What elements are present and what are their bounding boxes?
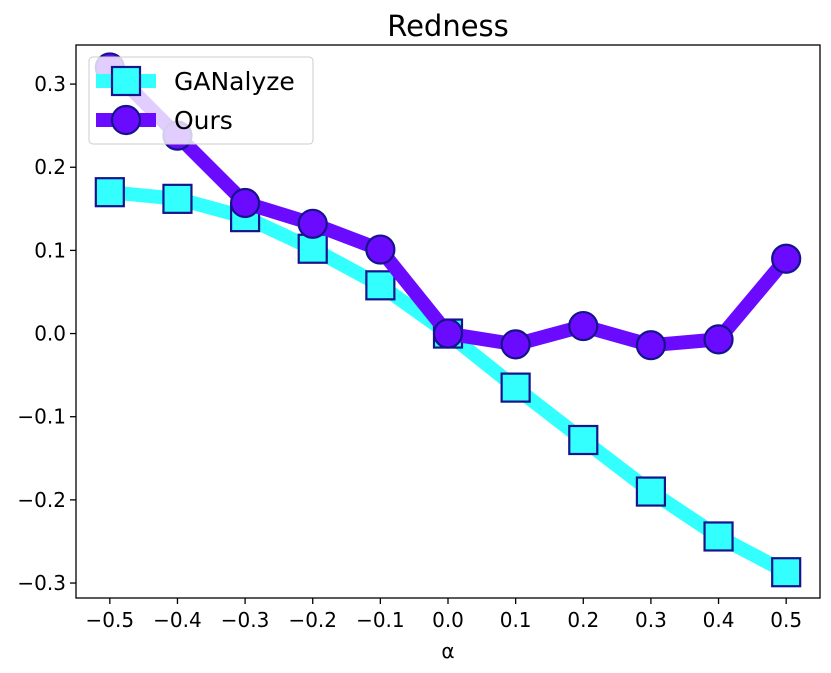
legend-label: Ours	[174, 106, 233, 135]
x-tick-label: −0.1	[356, 608, 405, 632]
data-point	[297, 233, 328, 264]
x-tick-label: 0.3	[635, 608, 667, 632]
data-point	[297, 208, 328, 239]
legend: GANalyze Ours	[88, 56, 314, 145]
chart-title: Redness	[387, 9, 509, 43]
data-point	[635, 476, 667, 507]
series-ganalyze	[94, 177, 802, 588]
x-tick-label: 0.0	[432, 608, 464, 632]
x-tick-label: −0.2	[288, 608, 337, 632]
y-axis: −0.3 −0.2 −0.1 0.0 0.1 0.2 0.3	[17, 72, 76, 595]
y-tick-label: 0.0	[34, 322, 66, 346]
x-tick-label: −0.5	[86, 608, 135, 632]
y-tick-label: 0.1	[34, 238, 66, 262]
legend-item-ours: Ours	[96, 104, 233, 136]
y-tick-label: −0.3	[17, 571, 66, 595]
data-point	[635, 330, 667, 361]
x-axis: −0.5 −0.4 −0.3 −0.2 −0.1 0.0 0.1 0.2 0.3 0.4 0.5	[86, 598, 802, 632]
y-tick-label: −0.2	[17, 488, 66, 512]
legend-marker	[110, 65, 142, 97]
data-point	[771, 557, 802, 588]
data-point	[432, 318, 464, 349]
y-tick-label: 0.2	[34, 155, 66, 179]
data-point	[94, 177, 125, 208]
x-tick-label: 0.2	[567, 608, 599, 632]
x-tick-label: 0.1	[500, 608, 532, 632]
x-tick-label: 0.5	[770, 608, 802, 632]
x-tick-label: 0.4	[703, 608, 735, 632]
data-point	[568, 424, 599, 456]
x-axis-label: α	[441, 639, 454, 663]
data-point	[500, 372, 531, 403]
data-point	[500, 329, 531, 360]
y-tick-label: −0.1	[17, 405, 66, 429]
legend-label: GANalyze	[174, 67, 295, 96]
data-point	[703, 324, 734, 355]
x-tick-label: −0.3	[221, 608, 270, 632]
series-line	[109, 185, 790, 579]
data-point	[568, 310, 599, 342]
data-point	[229, 187, 261, 219]
data-point	[703, 521, 734, 552]
legend-item-ganalyze: GANalyze	[96, 65, 295, 97]
legend-marker	[110, 104, 142, 136]
x-tick-label: −0.4	[153, 608, 202, 632]
series-layer	[94, 52, 802, 588]
y-tick-label: 0.3	[34, 72, 66, 96]
data-point	[365, 270, 396, 301]
data-point	[365, 234, 396, 265]
data-point	[162, 183, 193, 214]
data-point	[771, 243, 802, 274]
